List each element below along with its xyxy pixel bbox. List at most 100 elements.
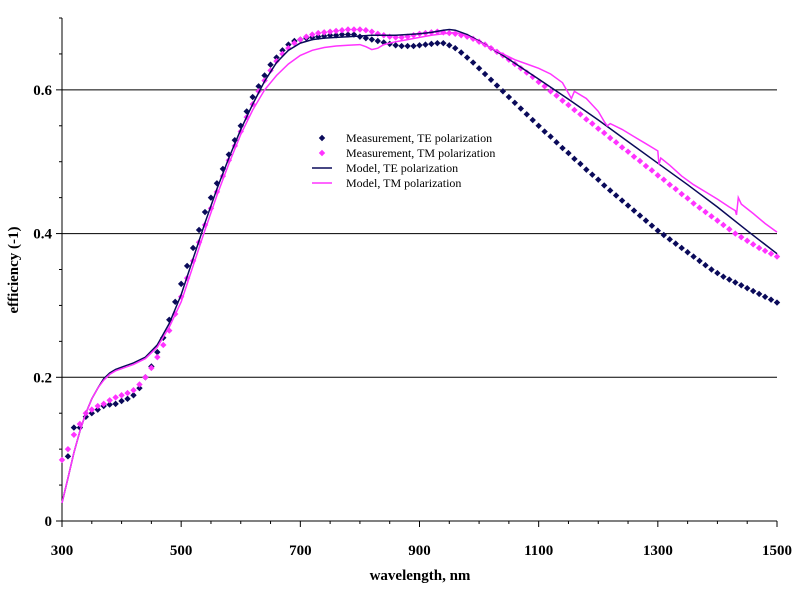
data-point: [487, 76, 495, 83]
data-point: [690, 200, 697, 207]
data-point: [100, 400, 107, 408]
data-point: [380, 39, 387, 46]
data-point: [332, 27, 340, 35]
data-point: [642, 162, 650, 170]
data-point: [136, 384, 143, 392]
data-point: [714, 217, 721, 224]
data-point: [452, 44, 459, 52]
data-point: [577, 160, 584, 168]
data-point: [702, 261, 709, 269]
data-point: [618, 197, 626, 204]
data-point: [326, 32, 334, 39]
x-tick-label: 700: [289, 543, 312, 559]
data-point: [738, 282, 745, 289]
data-point: [428, 40, 435, 48]
x-tick-label: 1500: [762, 543, 792, 559]
data-point: [696, 204, 703, 211]
data-point: [541, 128, 548, 135]
data-point: [118, 397, 125, 405]
legend-label: Model, TM polarization: [346, 176, 461, 190]
data-point: [88, 410, 95, 417]
data-point: [761, 247, 769, 255]
data-point: [475, 65, 483, 72]
data-point: [118, 392, 125, 399]
data-point: [160, 341, 167, 349]
data-point: [374, 37, 381, 45]
data-point: [94, 406, 101, 413]
data-point: [624, 148, 632, 155]
data-point: [654, 227, 662, 234]
data-point: [112, 400, 119, 408]
data-point: [344, 31, 352, 38]
data-point: [660, 231, 667, 239]
data-point: [738, 233, 745, 241]
data-point: [344, 26, 352, 33]
data-point: [511, 99, 519, 106]
data-point: [708, 213, 715, 220]
legend-label: Measurement, TE polarization: [346, 131, 492, 145]
data-point: [583, 166, 590, 173]
data-point: [726, 276, 733, 283]
data-point: [481, 70, 489, 78]
data-point: [749, 287, 757, 295]
data-point: [291, 39, 298, 47]
data-point: [767, 296, 775, 303]
data-point: [744, 237, 751, 244]
data-point: [201, 208, 209, 216]
data-point: [279, 47, 286, 54]
data-point: [565, 101, 572, 109]
data-point: [761, 293, 769, 301]
data-point: [285, 41, 292, 48]
data-point: [726, 226, 733, 233]
data-point: [630, 207, 638, 214]
data-point: [255, 83, 262, 90]
data-point: [458, 49, 465, 56]
data-point: [267, 61, 274, 68]
x-tick-label: 1100: [524, 543, 553, 559]
data-point: [720, 221, 727, 229]
data-point: [684, 249, 691, 256]
y-axis-title: efficiency (-1): [6, 226, 22, 313]
data-point: [368, 36, 376, 43]
data-point: [553, 139, 560, 146]
data-point: [70, 424, 78, 431]
legend-item: Model, TM polarization: [312, 176, 461, 190]
data-point: [142, 374, 149, 381]
data-point: [124, 389, 131, 397]
data-point: [368, 28, 376, 35]
data-point: [702, 208, 709, 216]
data-point: [732, 230, 739, 237]
data-point: [690, 253, 697, 260]
data-point: [589, 171, 596, 178]
y-tick-label: 0: [45, 514, 53, 530]
data-point: [583, 116, 590, 123]
data-point: [672, 185, 679, 193]
y-tick-label: 0.2: [33, 370, 52, 386]
data-point: [595, 176, 602, 183]
legend-swatch-marker: [318, 134, 326, 142]
data-point: [601, 182, 608, 189]
data-point: [434, 39, 441, 47]
data-point: [601, 129, 608, 137]
data-point: [94, 402, 101, 410]
data-point: [338, 27, 346, 34]
data-point: [773, 299, 781, 306]
x-tick-label: 900: [408, 543, 431, 559]
data-point: [666, 236, 673, 243]
legend-label: Model, TE polarization: [346, 161, 458, 175]
data-point: [463, 54, 471, 61]
data-point: [630, 153, 638, 160]
data-point: [553, 92, 560, 99]
data-point: [273, 57, 280, 65]
data-point: [714, 269, 721, 277]
x-tick-label: 500: [170, 543, 193, 559]
data-point: [505, 93, 513, 101]
plot-area: [58, 26, 781, 504]
data-point: [517, 105, 524, 112]
x-tick-label: 300: [51, 543, 74, 559]
data-point: [678, 190, 685, 198]
data-point: [183, 262, 191, 270]
data-point: [499, 88, 507, 95]
data-point: [547, 88, 554, 95]
data-point: [446, 42, 453, 49]
